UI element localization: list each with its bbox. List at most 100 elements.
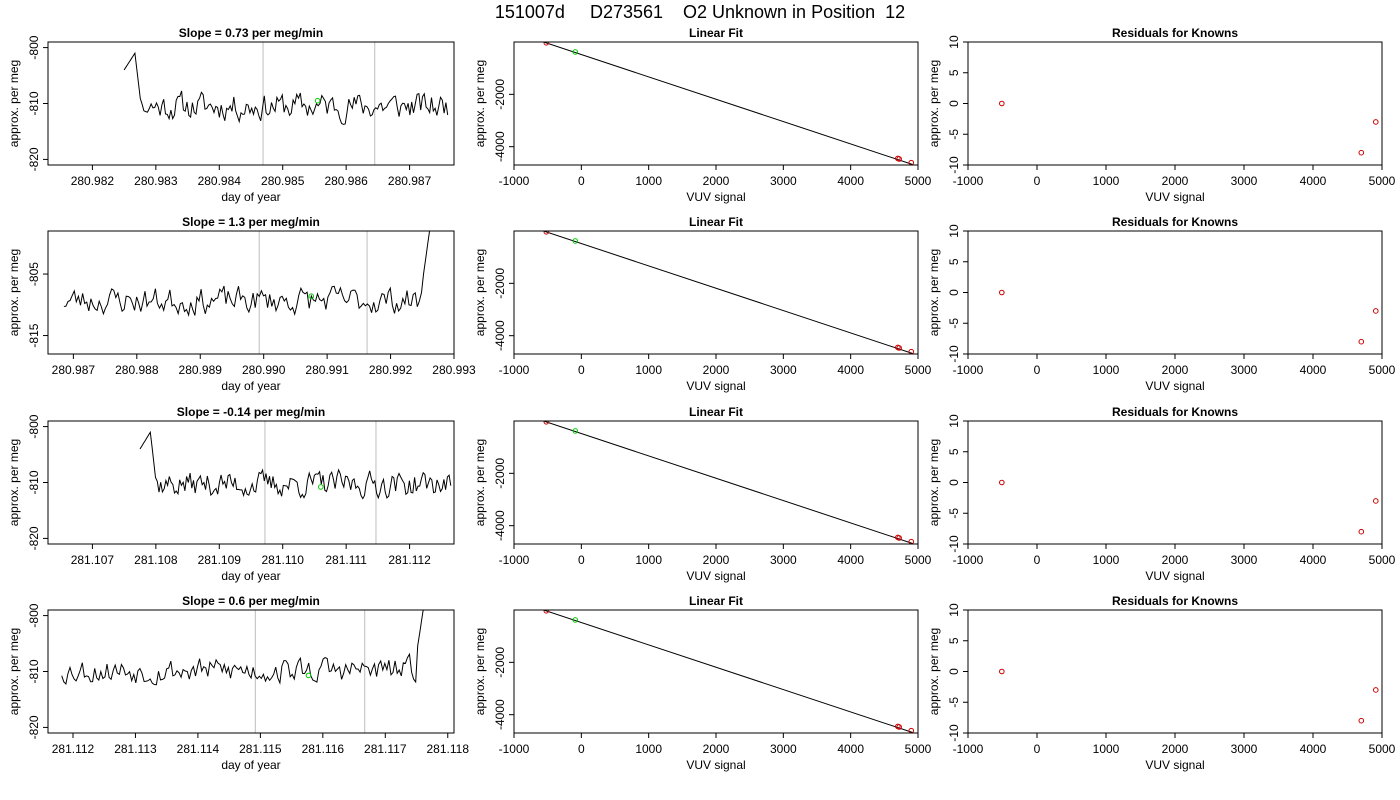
plot-area (61, 610, 424, 733)
fit-line (541, 42, 913, 165)
x-tick-label: 3000 (770, 363, 797, 377)
y-axis-label: approx. per meg (927, 628, 941, 715)
x-tick-label: 3000 (770, 742, 797, 756)
x-tick-label: 280.984 (198, 174, 242, 188)
x-axis-label: VUV signal (686, 379, 745, 393)
y-tick-label: -810 (27, 659, 41, 683)
y-tick-label: 0 (947, 289, 961, 296)
x-axis-label: VUV signal (1145, 569, 1204, 583)
y-axis-label: approx. per meg (473, 249, 487, 336)
x-tick-label: 280.993 (432, 363, 476, 377)
known-point (896, 535, 902, 541)
known-point (999, 289, 1005, 296)
x-tick-label: 5000 (1369, 553, 1396, 567)
panel-timeseries-row-3: 281.112 281.113 281.114 281.115 281.116 281.1… (7, 594, 470, 772)
y-tick-label: 10 (947, 35, 961, 49)
x-tick-label: 280.990 (242, 363, 286, 377)
unknown-point (572, 49, 579, 55)
x-tick-label: 4000 (1300, 553, 1327, 567)
x-axis-label: VUV signal (686, 758, 745, 772)
x-tick-label: 281.107 (71, 553, 115, 567)
y-tick-label: -5 (947, 129, 961, 140)
y-tick-label: -4000 (493, 510, 507, 541)
y-tick-label: -800 (27, 414, 41, 438)
x-tick-label: 280.987 (52, 363, 96, 377)
panel-timeseries-row-0: 280.982 280.983 280.984 280.985 280.986 280.9… (7, 26, 455, 204)
panel-title: Residuals for Knowns (1112, 594, 1238, 608)
known-point (896, 156, 902, 162)
known-point (999, 479, 1005, 486)
panel-timeseries-row-1: 280.987 280.988 280.989 280.990 280.991 280.9… (7, 215, 476, 393)
x-tick-label: 280.986 (324, 174, 368, 188)
known-point (1358, 717, 1365, 724)
plot-frame (47, 41, 455, 166)
x-tick-label: 281.118 (427, 742, 470, 756)
known-point (1372, 687, 1379, 693)
panel-title: Linear Fit (689, 215, 743, 229)
x-tick-label: 280.983 (134, 174, 178, 188)
plot-area (139, 421, 452, 544)
plot-area (999, 668, 1379, 724)
known-point (543, 610, 550, 614)
x-tick-label: 3000 (770, 174, 797, 188)
y-tick-label: -810 (27, 91, 41, 115)
unknown-marker (305, 672, 312, 679)
plot-frame (47, 420, 455, 545)
x-tick-label: -1000 (499, 742, 530, 756)
x-tick-label: 280.988 (115, 363, 159, 377)
y-axis-label: approx. per meg (927, 249, 941, 336)
known-point (1358, 149, 1365, 156)
panel-residuals-row-0: -1000 0 1000 2000 3000 4000 5000 -10 -5 0 5 10 Resid… (927, 26, 1396, 204)
y-tick-label: -2000 (493, 79, 507, 110)
x-tick-label: 4000 (837, 174, 864, 188)
y-tick-label: 0 (947, 479, 961, 486)
plot-area (999, 100, 1379, 156)
x-tick-label: 281.117 (364, 742, 407, 756)
known-point (896, 345, 902, 351)
x-tick-label: 2000 (703, 742, 730, 756)
y-tick-label: -4000 (493, 320, 507, 351)
x-axis-label: VUV signal (1145, 758, 1204, 772)
unknown-point (572, 617, 579, 623)
panel-timeseries-row-2: 281.107 281.108 281.109 281.110 281.111 281.1… (7, 405, 455, 583)
y-tick-label: -820 (27, 526, 41, 550)
unknown-marker (314, 97, 321, 104)
x-tick-label: 281.112 (388, 553, 431, 567)
x-tick-label: 0 (1034, 363, 1041, 377)
x-tick-label: 2000 (1162, 553, 1189, 567)
fit-line (541, 610, 913, 733)
y-tick-label: -4000 (493, 699, 507, 730)
x-axis-label: VUV signal (1145, 379, 1204, 393)
panel-title: Residuals for Knowns (1112, 26, 1238, 40)
x-tick-label: 281.116 (302, 742, 345, 756)
x-tick-label: 280.989 (179, 363, 223, 377)
x-tick-label: 280.982 (71, 174, 115, 188)
x-tick-label: 0 (1034, 742, 1041, 756)
panel-residuals-row-1: -1000 0 1000 2000 3000 4000 5000 -10 -5 0 5 10 Resid… (927, 215, 1396, 393)
signal-trace (63, 231, 431, 318)
x-axis-label: day of year (221, 569, 280, 583)
y-axis-label: approx. per meg (7, 60, 21, 147)
known-point (543, 231, 550, 235)
x-tick-label: 4000 (837, 553, 864, 567)
x-tick-label: 1000 (1093, 742, 1120, 756)
x-tick-label: 5000 (1369, 742, 1396, 756)
panel-title: Linear Fit (689, 26, 743, 40)
y-axis-label: approx. per meg (927, 60, 941, 147)
x-axis-label: day of year (221, 758, 280, 772)
x-tick-label: 280.991 (305, 363, 349, 377)
signal-trace (123, 51, 449, 125)
fit-line (541, 421, 913, 544)
plot-area (999, 479, 1379, 535)
x-tick-label: 280.985 (261, 174, 305, 188)
plot-frame (47, 230, 455, 355)
x-tick-label: 5000 (905, 553, 932, 567)
known-point (1372, 119, 1379, 125)
y-axis-label: approx. per meg (7, 249, 21, 336)
y-tick-label: -805 (27, 262, 41, 286)
y-tick-label: -2000 (493, 458, 507, 489)
panel-title: Slope = 0.6 per meg/min (182, 594, 320, 608)
y-axis-label: approx. per meg (927, 439, 941, 526)
x-tick-label: -1000 (953, 553, 984, 567)
